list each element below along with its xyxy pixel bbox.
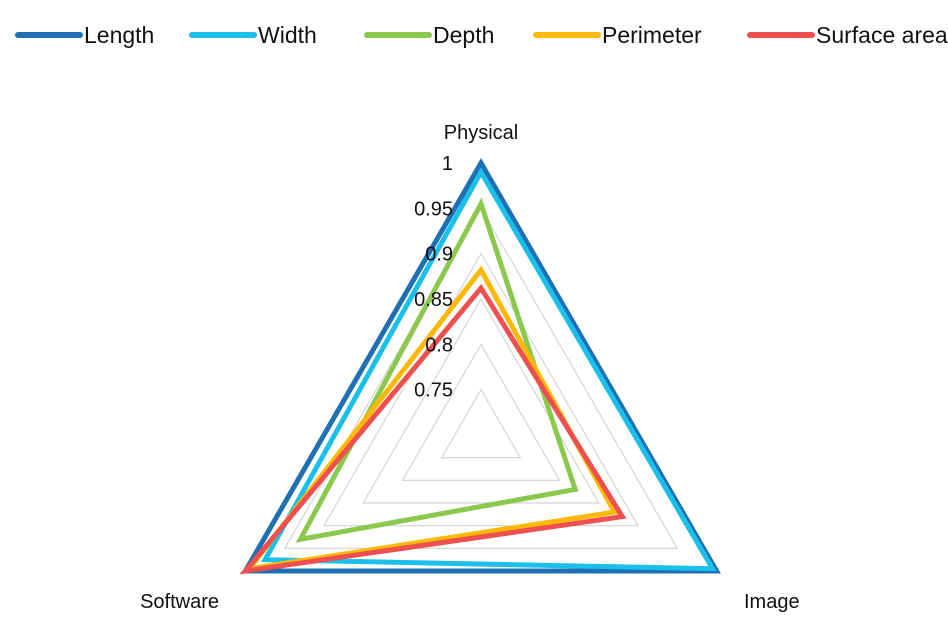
legend: Length Width Depth Perimeter Surface area [15,22,948,48]
legend-item-width: Width [189,22,317,48]
axis-label-image: Image [744,591,800,613]
axis-label-physical: Physical [444,122,518,144]
series-group [239,158,721,575]
tick-label: 1 [442,153,453,175]
grid-ring-1 [440,388,522,459]
series-depth [295,197,579,543]
legend-label: Perimeter [602,22,702,48]
grid-ring-4 [322,252,640,527]
grid-ring-2 [401,343,561,481]
series-surface-area [239,283,627,575]
tick-label: 0.95 [414,198,453,220]
series-length [241,158,721,574]
series-perimeter [243,265,619,573]
series-width [260,167,718,572]
grid-ring-5 [283,207,679,549]
legend-label: Width [258,22,317,48]
tick-label: 0.8 [425,334,453,356]
axis-labels: Physical Image Software [140,122,800,613]
legend-label: Surface area [816,22,948,48]
grid-ring-3 [362,297,600,504]
tick-label: 0.85 [414,289,453,311]
legend-item-surface-area: Surface area [747,22,948,48]
legend-item-length: Length [15,22,154,48]
legend-label: Length [84,22,154,48]
tick-label: 0.9 [425,244,453,266]
tick-label: 0.75 [414,380,453,402]
legend-label: Depth [433,22,494,48]
legend-item-depth: Depth [364,22,494,48]
tick-labels: 0.75 0.8 0.85 0.9 0.95 1 [414,153,453,402]
axis-label-software: Software [140,591,219,613]
legend-item-perimeter: Perimeter [533,22,702,48]
